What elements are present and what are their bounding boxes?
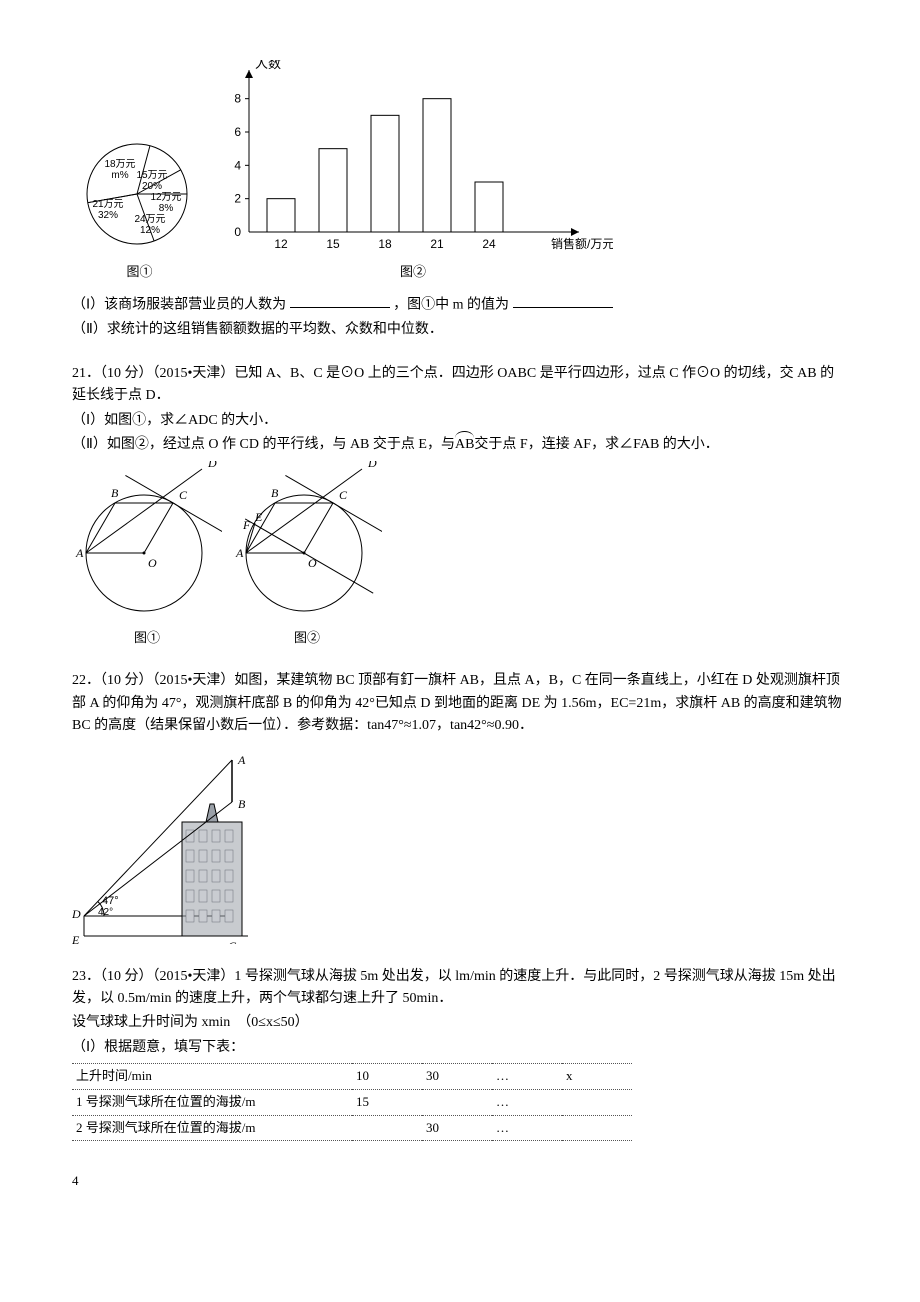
svg-text:8%: 8% — [159, 203, 174, 214]
pie-chart-container: 18万元m% 15万元20%12万元8%24万元12% 21万元32% 图① — [72, 132, 207, 283]
svg-text:A: A — [237, 753, 246, 767]
data-cell — [422, 1089, 492, 1115]
svg-text:C: C — [179, 488, 188, 502]
svg-text:20%: 20% — [142, 181, 162, 192]
svg-text:18: 18 — [378, 237, 392, 251]
svg-text:D: D — [72, 907, 81, 921]
svg-text:42°: 42° — [98, 907, 113, 918]
data-cell: x — [562, 1064, 632, 1090]
q21-p2: （Ⅱ）如图②，经过点 O 作 CD 的平行线，与 AB 交于点 E，与AB交于点… — [72, 434, 848, 456]
data-cell: 15 — [352, 1089, 422, 1115]
q21-fig2-wrap: O A B C D EF 图② — [232, 461, 382, 649]
svg-text:人数: 人数 — [255, 60, 281, 71]
q20-part1-a: （Ⅰ）该商场服装部营业员的人数为 — [72, 297, 286, 312]
svg-text:12%: 12% — [140, 225, 160, 236]
data-cell: … — [492, 1089, 562, 1115]
q21-figure-2: O A B C D EF — [232, 461, 382, 626]
data-cell — [562, 1115, 632, 1141]
svg-text:F: F — [242, 518, 251, 532]
blank-2 — [513, 293, 613, 308]
svg-text:E: E — [254, 510, 263, 524]
q22: 22．（10 分）（2015•天津）如图，某建筑物 BC 顶部有釘一旗杆 AB，… — [72, 670, 848, 943]
svg-text:O: O — [148, 556, 157, 570]
q21: 21．（10 分）（2015•天津）已知 A、B、C 是⊙O 上的三个点．四边形… — [72, 363, 848, 648]
svg-text:24万元: 24万元 — [134, 214, 165, 225]
svg-text:15万元: 15万元 — [136, 170, 167, 181]
pie-caption: 图① — [126, 262, 152, 283]
q20-part2: （Ⅱ）求统计的这组销售额额数据的平均数、众数和中位数． — [72, 319, 848, 341]
blank-1 — [290, 293, 390, 308]
page-number: 4 — [72, 1171, 848, 1192]
svg-text:24: 24 — [482, 237, 496, 251]
svg-text:C: C — [339, 488, 348, 502]
svg-text:E: E — [72, 933, 80, 944]
q21-fig1-wrap: O A B C D 图① — [72, 461, 222, 649]
table-row: 2 号探测气球所在位置的海拔/m 30… — [72, 1115, 632, 1141]
q20-part1-b: ，图①中 m 的值为 — [393, 297, 509, 312]
q21-head: 21．（10 分）（2015•天津）已知 A、B、C 是⊙O 上的三个点．四边形… — [72, 363, 848, 408]
row-header-cell: 2 号探测气球所在位置的海拔/m — [72, 1115, 352, 1141]
row-header-cell: 1 号探测气球所在位置的海拔/m — [72, 1089, 352, 1115]
pie-chart: 18万元m% 15万元20%12万元8%24万元12% 21万元32% — [72, 132, 207, 260]
svg-text:销售额/万元: 销售额/万元 — [551, 236, 613, 251]
data-cell — [352, 1115, 422, 1141]
svg-text:21: 21 — [430, 237, 444, 251]
svg-text:D: D — [207, 461, 217, 470]
svg-text:0: 0 — [234, 225, 241, 239]
svg-text:B: B — [271, 486, 279, 500]
table-row: 1 号探测气球所在位置的海拔/m15 … — [72, 1089, 632, 1115]
svg-text:D: D — [367, 461, 377, 470]
svg-text:6: 6 — [234, 125, 241, 139]
q21-fig2-caption: 图② — [232, 628, 382, 649]
svg-text:12万元: 12万元 — [150, 192, 181, 203]
q21-p2-b: 交于点 F，连接 AF，求∠FAB 的大小． — [474, 437, 718, 452]
charts-row: 18万元m% 15万元20%12万元8%24万元12% 21万元32% 图① 人数销… — [72, 60, 848, 283]
svg-text:C: C — [228, 939, 237, 944]
svg-text:12: 12 — [274, 237, 288, 251]
q22-text: 22．（10 分）（2015•天津）如图，某建筑物 BC 顶部有釘一旗杆 AB，… — [72, 670, 848, 737]
q23: 23．（10 分）（2015•天津）1 号探测气球从海拔 5m 处出发，以 lm… — [72, 966, 848, 1142]
q20-part1: （Ⅰ）该商场服装部营业员的人数为 ，图①中 m 的值为 — [72, 293, 848, 317]
q21-figure-1: O A B C D — [72, 461, 222, 626]
data-cell: … — [492, 1064, 562, 1090]
q21-p2-a: （Ⅱ）如图②，经过点 O 作 CD 的平行线，与 AB 交于点 E，与 — [72, 437, 455, 452]
data-cell: … — [492, 1115, 562, 1141]
svg-text:18万元: 18万元 — [104, 159, 135, 170]
svg-text:B: B — [238, 797, 246, 811]
q21-figures-row: O A B C D 图① O A B C D EF 图② — [72, 461, 848, 649]
data-cell: 30 — [422, 1064, 492, 1090]
q23-line3: （Ⅰ）根据题意，填写下表： — [72, 1037, 848, 1059]
svg-text:A: A — [75, 546, 84, 560]
q21-p1: （Ⅰ）如图①，求∠ADC 的大小． — [72, 410, 848, 432]
data-cell: 30 — [422, 1115, 492, 1141]
q23-line2: 设气球球上升时间为 xmin （0≤x≤50） — [72, 1012, 848, 1034]
q21-fig1-caption: 图① — [72, 628, 222, 649]
data-cell — [562, 1089, 632, 1115]
data-cell: 10 — [352, 1064, 422, 1090]
arc-AB: AB — [455, 434, 474, 456]
row-header-cell: 上升时间/min — [72, 1064, 352, 1090]
svg-text:4: 4 — [234, 158, 241, 172]
q22-diagram: A B C D E 47°42° — [72, 744, 272, 944]
bar-chart-container: 人数销售额/万元246801215182124 图② — [213, 60, 613, 283]
svg-text:B: B — [111, 486, 119, 500]
q23-table: 上升时间/min1030…x1 号探测气球所在位置的海拔/m15…2 号探测气球… — [72, 1063, 632, 1141]
svg-text:A: A — [235, 546, 244, 560]
svg-text:O: O — [308, 556, 317, 570]
bar-caption: 图② — [400, 262, 426, 283]
svg-text:8: 8 — [234, 92, 241, 106]
svg-text:15: 15 — [326, 237, 340, 251]
svg-text:21万元: 21万元 — [92, 199, 123, 210]
q23-head: 23．（10 分）（2015•天津）1 号探测气球从海拔 5m 处出发，以 lm… — [72, 966, 848, 1011]
svg-text:m%: m% — [111, 170, 128, 181]
table-row: 上升时间/min1030…x — [72, 1064, 632, 1090]
svg-text:32%: 32% — [98, 210, 118, 221]
bar-chart: 人数销售额/万元246801215182124 — [213, 60, 613, 260]
svg-text:2: 2 — [234, 192, 241, 206]
svg-text:47°: 47° — [102, 895, 119, 907]
